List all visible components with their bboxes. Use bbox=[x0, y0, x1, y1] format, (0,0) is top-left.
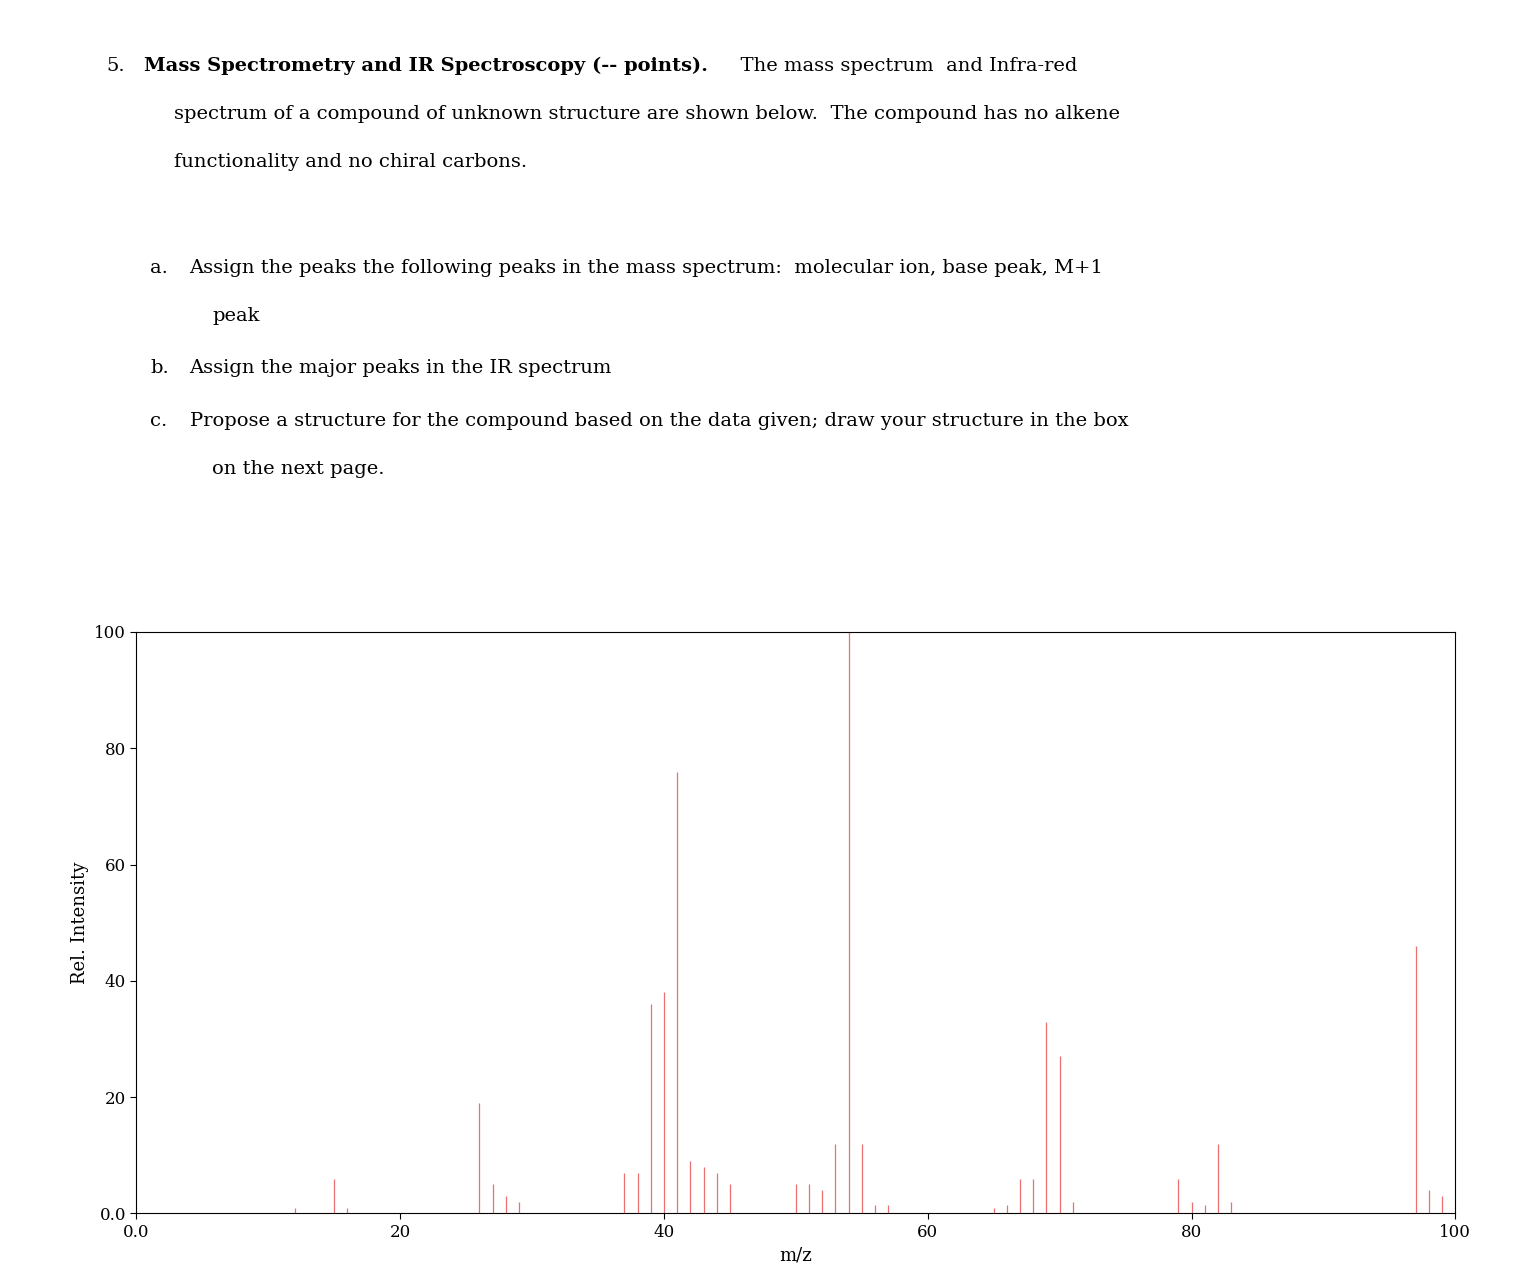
Text: Propose a structure for the compound based on the data given; draw your structur: Propose a structure for the compound bas… bbox=[190, 412, 1128, 430]
Text: The mass spectrum  and Infra-red: The mass spectrum and Infra-red bbox=[728, 57, 1076, 75]
Text: spectrum of a compound of unknown structure are shown below.  The compound has n: spectrum of a compound of unknown struct… bbox=[174, 105, 1120, 123]
Text: b.: b. bbox=[150, 359, 168, 378]
Text: 5.: 5. bbox=[106, 57, 124, 75]
Text: Assign the major peaks in the IR spectrum: Assign the major peaks in the IR spectru… bbox=[190, 359, 612, 378]
Text: a.: a. bbox=[150, 259, 168, 277]
Text: on the next page.: on the next page. bbox=[212, 460, 385, 478]
X-axis label: m/z: m/z bbox=[779, 1246, 813, 1264]
Text: c.: c. bbox=[150, 412, 167, 430]
Y-axis label: Rel. Intensity: Rel. Intensity bbox=[71, 862, 88, 983]
Text: Mass Spectrometry and IR Spectroscopy (-- points).: Mass Spectrometry and IR Spectroscopy (-… bbox=[144, 57, 708, 75]
Text: peak: peak bbox=[212, 307, 259, 325]
Text: Assign the peaks the following peaks in the mass spectrum:  molecular ion, base : Assign the peaks the following peaks in … bbox=[190, 259, 1104, 277]
Text: functionality and no chiral carbons.: functionality and no chiral carbons. bbox=[174, 153, 528, 171]
